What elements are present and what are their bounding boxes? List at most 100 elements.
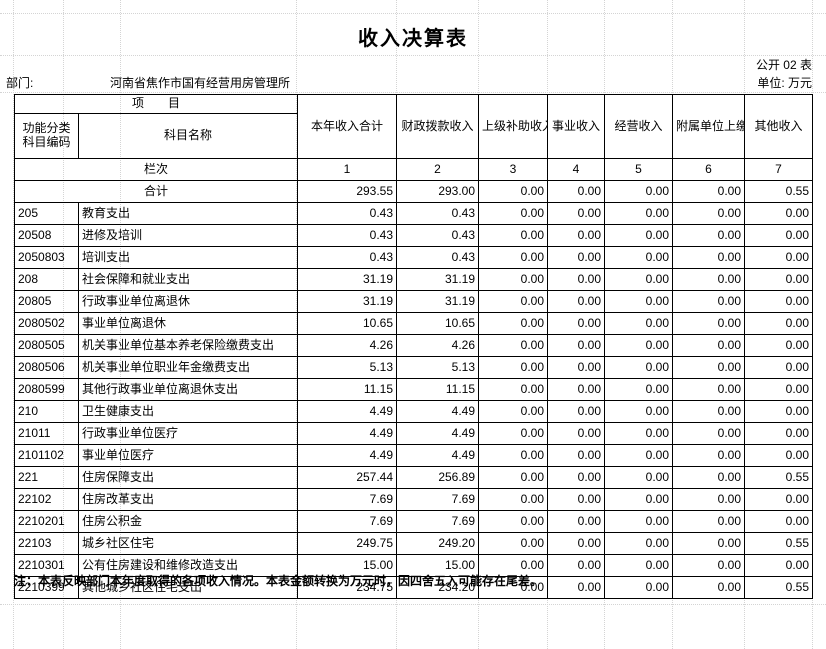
- cell-function-code: 205: [14, 202, 79, 225]
- cell-subject-name: 进修及培训: [77, 224, 299, 247]
- cell-amount-col4: 0.00: [547, 378, 606, 401]
- cell-amount-col7: 0.00: [744, 400, 814, 423]
- total-value-6: 0.00: [672, 180, 746, 203]
- table-row: 2080506 机关事业单位职业年金缴费支出 5.13 5.13 0.00 0.00 0.0…: [14, 356, 814, 379]
- cell-subject-name: 事业单位离退休: [77, 312, 299, 335]
- cell-subject-name: 住房公积金: [77, 510, 299, 533]
- cell-amount-col1: 31.19: [297, 290, 398, 313]
- table-row: 221 住房保障支出 257.44 256.89 0.00 0.00 0.00 0.00 0.5…: [14, 466, 814, 489]
- cell-amount-col3: 0.00: [478, 532, 549, 555]
- table-row: 20805 行政事业单位离退休 31.19 31.19 0.00 0.00 0.00 0.00…: [14, 290, 814, 313]
- cell-amount-col1: 11.15: [297, 378, 398, 401]
- cell-function-code: 2080599: [14, 378, 79, 401]
- cell-amount-col3: 0.00: [478, 246, 549, 269]
- table-row: 2210301 公有住房建设和维修改造支出 15.00 15.00 0.00 0.00 0.…: [14, 554, 814, 577]
- cell-subject-name: 住房改革支出: [77, 488, 299, 511]
- table-header: 项 目 本年收入合计 财政拨款收入 上级补助收入 事业收入 经营收入 附属单位上…: [13, 94, 814, 181]
- lane-number-4: 4: [547, 158, 606, 181]
- cell-amount-col3: 0.00: [478, 268, 549, 291]
- cell-amount-col1: 5.13: [297, 356, 398, 379]
- cell-amount-col7: 0.00: [744, 378, 814, 401]
- cell-amount-col5: 0.00: [604, 246, 674, 269]
- cell-function-code: 2210201: [14, 510, 79, 533]
- total-value-1: 293.55: [297, 180, 398, 203]
- cell-amount-col3: 0.00: [478, 378, 549, 401]
- cell-amount-col3: 0.00: [478, 444, 549, 467]
- cell-amount-col5: 0.00: [604, 290, 674, 313]
- cell-amount-col5: 0.00: [604, 202, 674, 225]
- table-row: 20508 进修及培训 0.43 0.43 0.00 0.00 0.00 0.00 0.00: [14, 224, 814, 247]
- cell-function-code: 2080505: [14, 334, 79, 357]
- table-row: 2080502 事业单位离退休 10.65 10.65 0.00 0.00 0.00 0.00…: [14, 312, 814, 335]
- cell-subject-name: 培训支出: [77, 246, 299, 269]
- table-row: 22102 住房改革支出 7.69 7.69 0.00 0.00 0.00 0.00 0.00: [14, 488, 814, 511]
- cell-function-code: 210: [14, 400, 79, 423]
- lane-number-5: 5: [604, 158, 674, 181]
- cell-amount-col6: 0.00: [672, 378, 746, 401]
- table-row: 208 社会保障和就业支出 31.19 31.19 0.00 0.00 0.00 0.00 0.…: [14, 268, 814, 291]
- cell-subject-name: 城乡社区住宅: [77, 532, 299, 555]
- cell-amount-col2: 5.13: [396, 356, 480, 379]
- table-row: 2080599 其他行政事业单位离退休支出 11.15 11.15 0.00 0.00 0.…: [14, 378, 814, 401]
- cell-amount-col7: 0.00: [744, 312, 814, 335]
- cell-amount-col5: 0.00: [604, 510, 674, 533]
- department-label: 部门:: [6, 76, 34, 90]
- cell-amount-col5: 0.00: [604, 312, 674, 335]
- cell-amount-col7: 0.00: [744, 334, 814, 357]
- cell-amount-col3: 0.00: [478, 510, 549, 533]
- header-item-group: 项 目: [13, 94, 299, 114]
- lane-number-row: 栏次 1 2 3 4 5 6 7: [13, 158, 814, 181]
- cell-amount-col7: 0.00: [744, 554, 814, 577]
- cell-function-code: 2210301: [14, 554, 79, 577]
- table-row: 2080505 机关事业单位基本养老保险缴费支出 4.26 4.26 0.00 0.00 0…: [14, 334, 814, 357]
- lane-number-2: 2: [396, 158, 480, 181]
- table-footnote: 注：本表反映部门本年度取得的各项收入情况。本表金额转换为万元时，因四舍五入可能存…: [14, 574, 543, 588]
- cell-amount-col4: 0.00: [547, 532, 606, 555]
- cell-amount-col5: 0.00: [604, 356, 674, 379]
- cell-amount-col3: 0.00: [478, 224, 549, 247]
- header-col-1-label: 本年收入合计: [311, 118, 384, 133]
- cell-amount-col1: 0.43: [297, 246, 398, 269]
- cell-amount-col5: 0.00: [604, 466, 674, 489]
- cell-amount-col7: 0.00: [744, 246, 814, 269]
- cell-amount-col3: 0.00: [478, 422, 549, 445]
- cell-amount-col4: 0.00: [547, 444, 606, 467]
- cell-amount-col4: 0.00: [547, 268, 606, 291]
- cell-amount-col2: 4.49: [396, 400, 480, 423]
- cell-amount-col3: 0.00: [478, 466, 549, 489]
- cell-amount-col4: 0.00: [547, 510, 606, 533]
- cell-amount-col1: 10.65: [297, 312, 398, 335]
- cell-amount-col2: 0.43: [396, 202, 480, 225]
- cell-amount-col4: 0.00: [547, 312, 606, 335]
- cell-amount-col2: 0.43: [396, 246, 480, 269]
- cell-amount-col2: 4.26: [396, 334, 480, 357]
- cell-amount-col1: 4.26: [297, 334, 398, 357]
- header-col-5: 经营收入: [604, 94, 674, 159]
- cell-function-code: 2050803: [14, 246, 79, 269]
- table-body: 合计 293.55 293.00 0.00 0.00 0.00 0.00 0.5…: [13, 180, 814, 599]
- cell-function-code: 2101102: [14, 444, 79, 467]
- total-value-3: 0.00: [478, 180, 549, 203]
- cell-subject-name: 其他行政事业单位离退休支出: [77, 378, 299, 401]
- header-function-code-line1: 功能分类: [22, 121, 71, 136]
- cell-amount-col7: 0.00: [744, 444, 814, 467]
- cell-amount-col4: 0.00: [547, 246, 606, 269]
- form-number-label: 公开 02 表: [755, 58, 812, 72]
- cell-amount-col3: 0.00: [478, 488, 549, 511]
- income-final-accounts-table: 项 目 本年收入合计 财政拨款收入 上级补助收入 事业收入 经营收入 附属单位上…: [13, 94, 814, 599]
- cell-amount-col4: 0.00: [547, 202, 606, 225]
- cell-amount-col2: 4.49: [396, 422, 480, 445]
- lane-number-6: 6: [672, 158, 746, 181]
- cell-amount-col6: 0.00: [672, 488, 746, 511]
- cell-amount-col7: 0.00: [744, 422, 814, 445]
- cell-amount-col5: 0.00: [604, 224, 674, 247]
- cell-amount-col2: 249.20: [396, 532, 480, 555]
- cell-subject-name: 事业单位医疗: [77, 444, 299, 467]
- cell-amount-col1: 234.75: [297, 576, 398, 599]
- cell-amount-col2: 256.89: [396, 466, 480, 489]
- cell-amount-col3: 0.00: [478, 290, 549, 313]
- cell-amount-col4: 0.00: [547, 400, 606, 423]
- cell-amount-col7: 0.00: [744, 290, 814, 313]
- cell-amount-col3: 0.00: [478, 400, 549, 423]
- header-col-7-label: 其他收入: [754, 118, 803, 133]
